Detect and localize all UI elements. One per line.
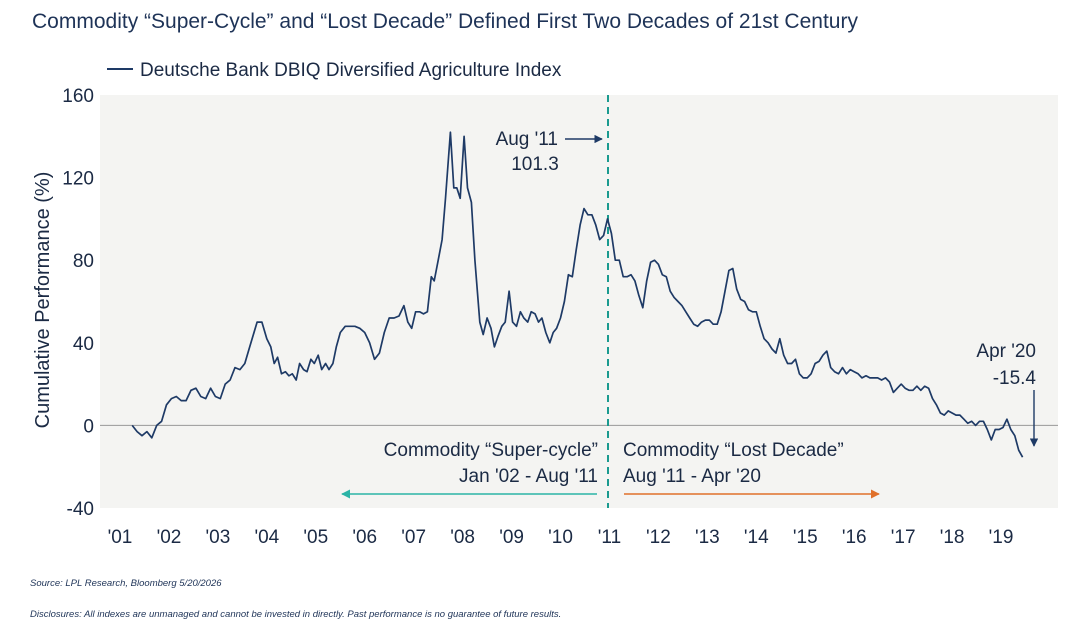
y-tick-label: 160	[62, 86, 94, 107]
series-line	[131, 131, 1024, 458]
lost-decade-label: Commodity “Lost Decade”	[623, 440, 844, 461]
end-value: -15.4	[993, 368, 1037, 389]
x-tick-label: '17	[891, 527, 916, 548]
x-tick-label: '10	[548, 527, 573, 548]
plot-background	[100, 95, 1058, 508]
peak-value: 101.3	[511, 154, 559, 175]
x-tick-label: '12	[646, 527, 671, 548]
y-tick-label: 40	[73, 334, 94, 355]
super-cycle-label: Commodity “Super-cycle”	[384, 440, 598, 461]
x-tick-label: '08	[450, 527, 475, 548]
x-tick-label: '11	[598, 527, 621, 548]
x-tick-label: '03	[206, 527, 231, 548]
x-tick-label: '18	[940, 527, 965, 548]
x-tick-label: '15	[793, 527, 818, 548]
x-tick-label: '16	[842, 527, 867, 548]
x-tick-label: '07	[401, 527, 426, 548]
end-label: Apr '20	[976, 341, 1036, 362]
x-tick-label: '02	[157, 527, 182, 548]
y-tick-label: 80	[73, 251, 94, 272]
x-tick-label: '09	[499, 527, 524, 548]
x-tick-label: '04	[254, 527, 279, 548]
y-axis-label: Cumulative Performance (%)	[32, 172, 54, 429]
legend: Deutsche Bank DBIQ Diversified Agricultu…	[107, 60, 562, 81]
y-tick-label: 120	[62, 169, 94, 190]
source-note: Source: LPL Research, Bloomberg 5/20/202…	[30, 578, 222, 589]
chart-title: Commodity “Super-Cycle” and “Lost Decade…	[32, 10, 858, 33]
lost-decade-range: Aug '11 - Apr '20	[623, 466, 761, 487]
y-tick-label: 0	[83, 416, 94, 437]
legend-label: Deutsche Bank DBIQ Diversified Agricultu…	[140, 60, 562, 81]
super-cycle-range: Jan '02 - Aug '11	[459, 466, 598, 487]
peak-label: Aug '11	[496, 129, 558, 150]
x-tick-label: '19	[989, 527, 1014, 548]
x-tick-label: '13	[695, 527, 720, 548]
x-tick-label: '05	[303, 527, 328, 548]
x-tick-label: '01	[108, 527, 133, 548]
x-tick-label: '14	[744, 527, 769, 548]
disclosure-note: Disclosures: All indexes are unmanaged a…	[30, 609, 562, 620]
x-tick-label: '06	[352, 527, 377, 548]
y-tick-label: -40	[67, 499, 94, 520]
